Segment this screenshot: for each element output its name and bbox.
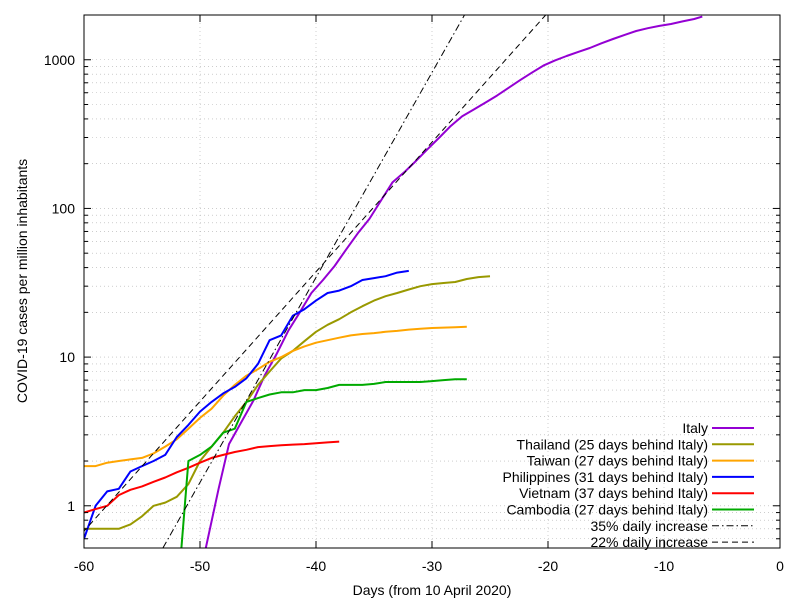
x-tick-label: -40 [306,558,326,574]
series-line [84,275,491,530]
series-line [84,440,340,514]
series-line [180,378,467,548]
series-lines [84,15,703,548]
legend-label: Cambodia (27 days behind Italy) [506,502,708,518]
x-tick-label: -10 [654,558,674,574]
legend-label: Taiwan (27 days behind Italy) [527,453,708,469]
legend-label: 35% daily increase [590,518,708,534]
series-line [84,325,467,468]
x-tick-label: -60 [74,558,94,574]
legend-label: Vietnam (37 days behind Italy) [519,485,708,501]
x-tick-label: 0 [776,558,784,574]
series-line [204,15,703,548]
legend-label: Philippines (31 days behind Italy) [503,469,708,485]
legend-label: Italy [682,420,708,436]
legend-label: 22% daily increase [590,534,708,550]
y-tick-label: 1 [67,498,75,514]
series-line [84,15,547,532]
x-axis-label: Days (from 10 April 2020) [353,582,512,598]
y-tick-label: 10 [59,349,75,365]
tick-labels: -60 -50 -40 -30 -20 -10 0 1 10 100 1000 [44,52,784,574]
tick-marks [83,14,781,548]
x-tick-label: -30 [422,558,442,574]
series-line [162,15,465,548]
y-tick-label: 100 [52,200,76,216]
x-tick-label: -50 [190,558,210,574]
y-tick-label: 1000 [44,52,75,68]
x-tick-label: -20 [538,558,558,574]
series-line [84,269,409,540]
legend-label: Thailand (25 days behind Italy) [517,436,708,452]
grid [84,14,780,548]
y-axis-label: COVID-19 cases per million inhabitants [14,159,30,403]
